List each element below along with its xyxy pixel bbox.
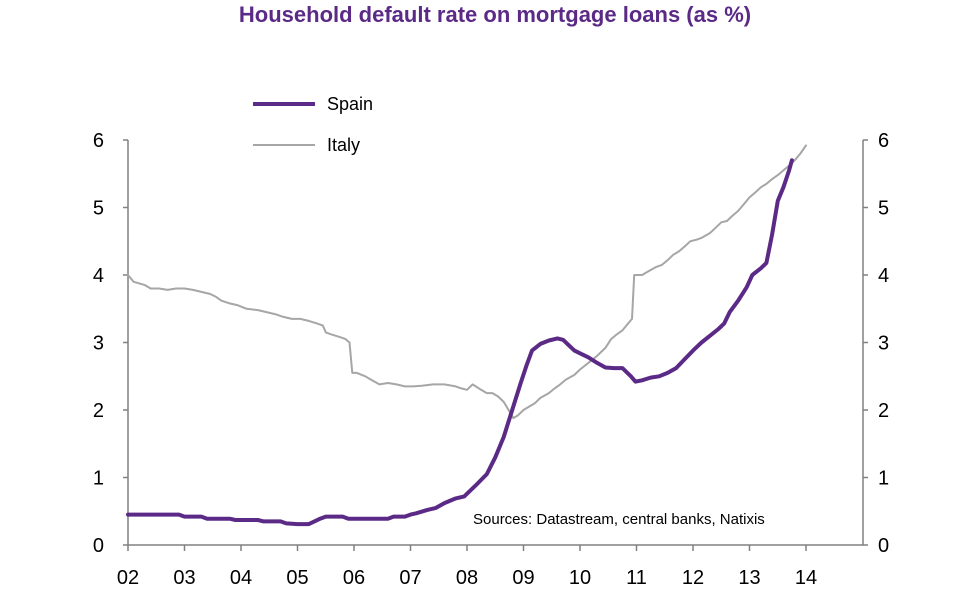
y-tick-label-right: 2 bbox=[878, 400, 889, 422]
x-tick-label: 13 bbox=[738, 567, 760, 589]
chart-title: Household default rate on mortgage loans… bbox=[238, 2, 752, 27]
x-tick-label: 10 bbox=[569, 567, 591, 589]
y-tick-label-right: 1 bbox=[878, 468, 889, 490]
y-tick-label-left: 6 bbox=[93, 130, 104, 152]
y-tick-label-left: 1 bbox=[93, 468, 104, 490]
x-tick-label: 11 bbox=[626, 567, 647, 589]
legend: Spain Italy bbox=[253, 94, 373, 155]
x-tick-label: 12 bbox=[682, 567, 704, 589]
y-tick-label-right: 3 bbox=[878, 333, 889, 355]
x-tick-label: 05 bbox=[286, 567, 308, 589]
x-tick-label: 03 bbox=[173, 567, 195, 589]
x-tick-label: 14 bbox=[795, 567, 817, 589]
y-tick-label-left: 0 bbox=[93, 535, 104, 557]
x-tick-label: 07 bbox=[399, 567, 421, 589]
x-tick-label: 09 bbox=[512, 567, 534, 589]
series-layer bbox=[126, 144, 807, 527]
x-tick-label: 06 bbox=[343, 567, 365, 589]
x-tick-label: 08 bbox=[456, 567, 478, 589]
series-line-italy bbox=[127, 144, 807, 420]
series-line-spain bbox=[126, 158, 794, 527]
y-tick-label-left: 2 bbox=[93, 400, 104, 422]
y-tick-label-right: 0 bbox=[878, 535, 889, 557]
y-tick-label-right: 4 bbox=[878, 265, 889, 287]
legend-label-italy: Italy bbox=[327, 135, 360, 155]
y-tick-label-right: 6 bbox=[878, 130, 889, 152]
x-tick-label: 02 bbox=[117, 567, 139, 589]
y-tick-label-left: 5 bbox=[93, 198, 104, 220]
y-tick-label-right: 5 bbox=[878, 198, 889, 220]
y-tick-label-left: 4 bbox=[93, 265, 104, 287]
legend-label-spain: Spain bbox=[327, 94, 373, 114]
x-tick-label: 04 bbox=[230, 567, 252, 589]
source-note: Sources: Datastream, central banks, Nati… bbox=[473, 511, 765, 528]
y-tick-label-left: 3 bbox=[93, 333, 104, 355]
